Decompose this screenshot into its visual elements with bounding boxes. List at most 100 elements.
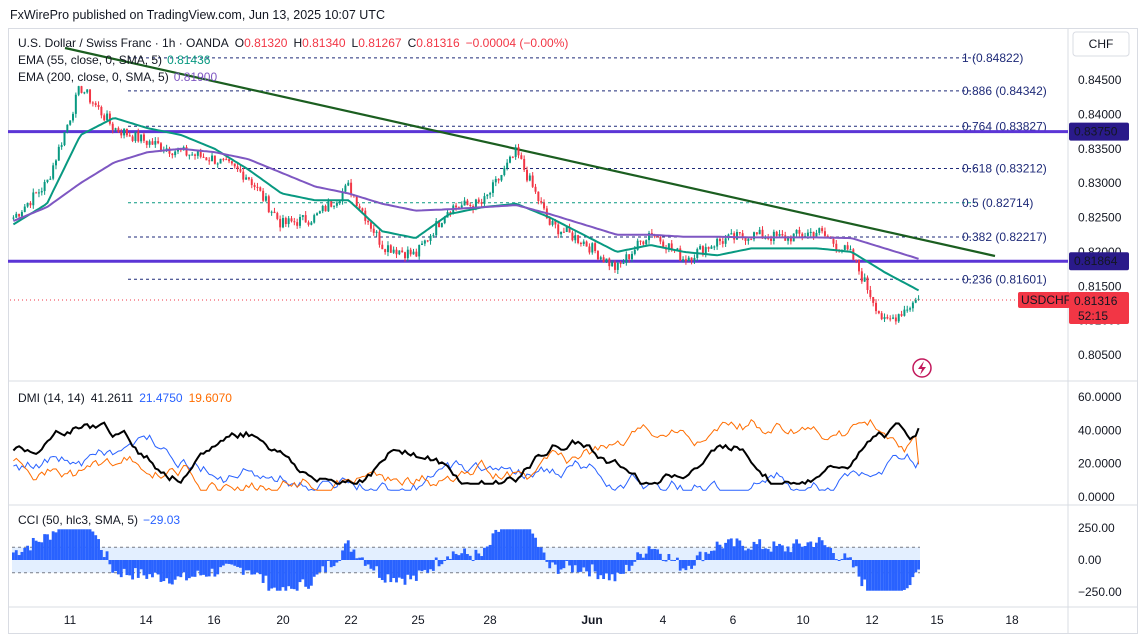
candle-body [557, 224, 560, 235]
price-axis[interactable]: 0.845000.840000.835000.830000.825000.820… [1078, 73, 1122, 362]
candle-body [114, 128, 117, 130]
currency-label[interactable]: CHF [1089, 37, 1114, 51]
cci-bar [278, 560, 282, 591]
time-tick-label: 15 [930, 613, 944, 627]
candle-body [869, 289, 872, 298]
candle-body [508, 156, 511, 163]
candle-body [704, 247, 707, 255]
cci-bar [874, 560, 878, 591]
cci-bar [727, 539, 730, 560]
horizontal-lines[interactable] [8, 130, 1068, 263]
cci-bar [349, 551, 353, 560]
cci-bar [647, 546, 651, 560]
candle-body [613, 262, 616, 270]
cci-bar [355, 558, 359, 560]
candle-body [103, 115, 106, 121]
candle-body [494, 178, 497, 183]
candle-body [767, 237, 770, 239]
candle-body [216, 163, 219, 165]
cci-bar [851, 560, 855, 568]
candle-body [111, 123, 114, 130]
cci-bar [888, 560, 892, 591]
cci-bar [585, 560, 589, 572]
candle-body [369, 222, 372, 229]
cci-bar [891, 560, 895, 591]
cci-bar [440, 560, 444, 565]
cci-bar [31, 537, 35, 560]
cci-bar [97, 539, 100, 560]
candle-body [699, 246, 702, 250]
cci-bar [806, 542, 810, 560]
cci-bar [173, 560, 177, 580]
candle-body [687, 257, 690, 262]
cci-bar [636, 552, 640, 560]
cci-axis[interactable]: 250.00 0.00 −250.00 [1078, 521, 1122, 599]
cci-bar [718, 544, 722, 560]
cci-bar [488, 544, 492, 560]
candle-body [205, 157, 208, 161]
candle-body [375, 231, 378, 233]
cci-bar [562, 560, 566, 569]
time-axis[interactable]: 11 14 16 20 22 25 28 Jun 4 6 10 12 15 18 [64, 613, 1019, 627]
cci-bar [522, 529, 526, 560]
cci-bar [406, 560, 410, 575]
cci-bar [187, 560, 191, 579]
fibonacci-retracement[interactable]: 1 (0.84822) 0.886 (0.84342) 0.764 (0.83827… [128, 51, 1047, 286]
lightning-icon[interactable] [912, 358, 932, 378]
cci-bar [792, 543, 796, 560]
cci-bar [46, 534, 49, 560]
candle-body [256, 186, 259, 188]
cci-bar [624, 560, 628, 565]
cci-bar [156, 560, 160, 575]
descending-trendline[interactable] [64, 46, 996, 258]
time-tick-label: 11 [64, 613, 77, 627]
dmi-axis[interactable]: 60.0000 40.0000 20.0000 0.0000 [1078, 390, 1122, 504]
symbol-tag-label: USDCHF [1021, 293, 1071, 307]
cci-bar [99, 549, 103, 560]
cci-bar [423, 560, 427, 570]
cci-bar [565, 560, 569, 561]
cci-bar [837, 560, 841, 561]
candle-body [801, 233, 804, 237]
cci-bar [309, 560, 313, 586]
candle-body [60, 145, 63, 147]
candle-body [290, 218, 293, 222]
cci-bar [369, 560, 373, 569]
cci-bar [485, 546, 489, 560]
cci-bar [17, 555, 21, 560]
candle-body [889, 318, 892, 320]
publisher-credit: FxWirePro published on TradingView.com, … [10, 8, 385, 22]
candle-body [469, 204, 472, 207]
candle-body [188, 154, 191, 156]
cci-bar [131, 560, 135, 580]
cci-bar [241, 560, 245, 575]
cci-bar [119, 560, 123, 578]
candle-body [100, 106, 103, 116]
cci-bar [877, 560, 881, 591]
candle-body [605, 258, 608, 263]
cci-bar [335, 560, 339, 563]
candle-body [191, 154, 194, 156]
candle-body [66, 124, 69, 132]
candle-body [591, 243, 594, 253]
cci-bar [230, 560, 234, 565]
dmi-tick-label: 60.0000 [1078, 390, 1122, 404]
cci-bar [687, 560, 691, 566]
fib-level-label: 0.5 (0.82714) [962, 196, 1033, 210]
cci-bar [897, 560, 901, 591]
candle-body [137, 131, 140, 142]
cci-bar [761, 549, 764, 560]
candle-body [875, 302, 878, 312]
candle-body [338, 200, 341, 203]
candle-body [128, 135, 131, 137]
currency-button[interactable] [1072, 31, 1130, 57]
candle-body [846, 245, 849, 250]
cci-bar [65, 529, 69, 560]
cci-bar [116, 560, 120, 575]
cci-bar [829, 547, 833, 560]
candle-body [228, 159, 231, 162]
candle-body [301, 215, 304, 217]
candle-body [619, 262, 622, 264]
candle-body [852, 249, 855, 260]
